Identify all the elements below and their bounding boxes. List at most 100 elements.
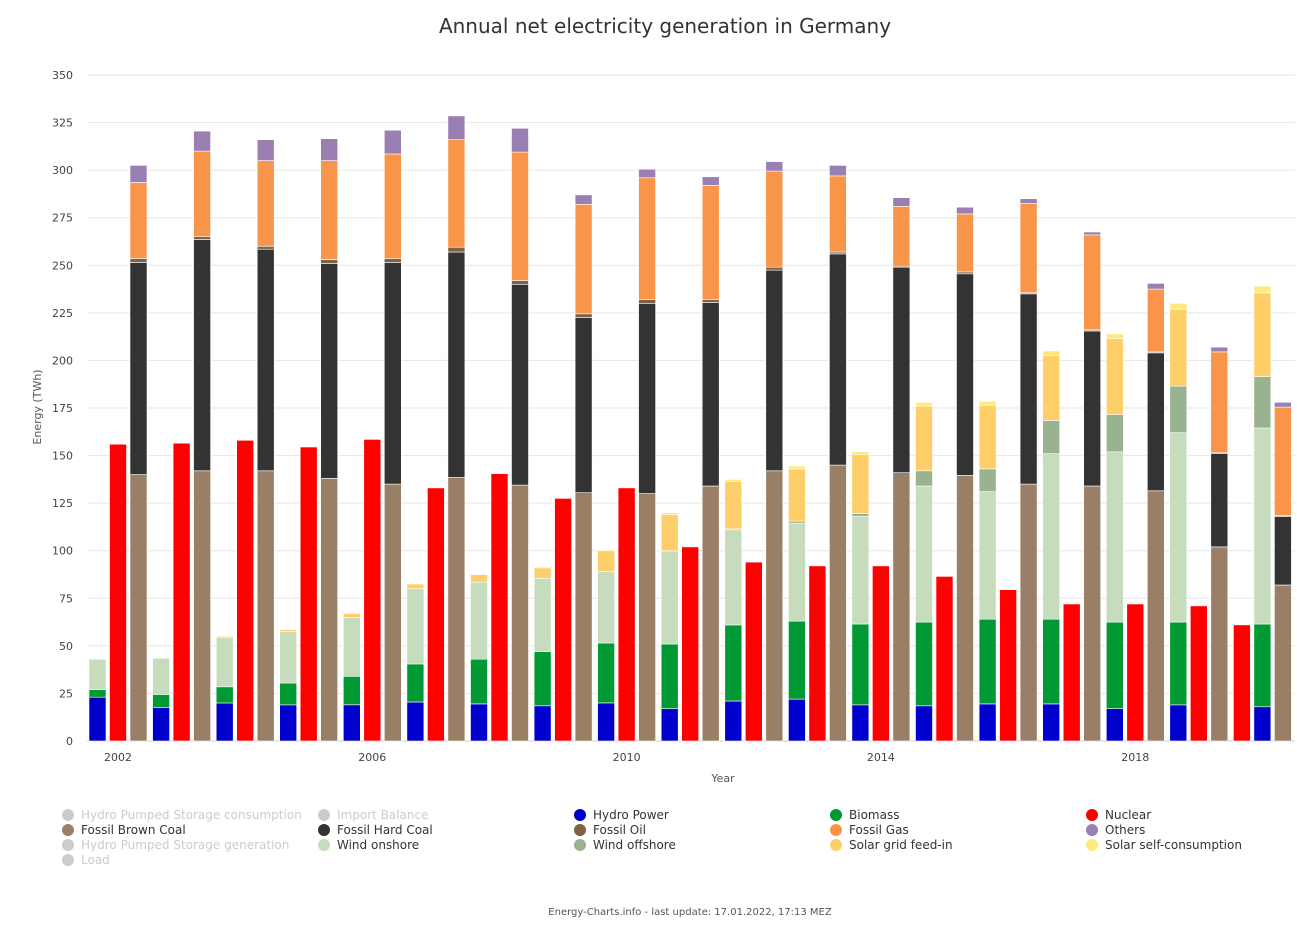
bar-nuclear[interactable]: [1127, 604, 1144, 741]
bar-others[interactable]: [130, 165, 147, 182]
bar-fossil-oil[interactable]: [512, 281, 529, 285]
bar-fossil-oil[interactable]: [702, 300, 719, 303]
bar-biomass[interactable]: [280, 683, 297, 705]
bar-fossil-gas[interactable]: [257, 161, 274, 247]
bar-fossil-gas[interactable]: [512, 152, 529, 280]
bar-solar-grid-feed-in[interactable]: [852, 455, 869, 514]
bar-biomass[interactable]: [1170, 622, 1187, 705]
bar-fossil-brown-coal[interactable]: [639, 494, 656, 741]
bar-nuclear[interactable]: [364, 439, 381, 741]
bar-nuclear[interactable]: [618, 488, 635, 741]
bar-layer[interactable]: [89, 116, 1291, 741]
bar-fossil-brown-coal[interactable]: [575, 493, 592, 741]
bar-fossil-gas[interactable]: [957, 214, 974, 272]
bar-nuclear[interactable]: [1000, 590, 1017, 741]
bar-fossil-oil[interactable]: [130, 259, 147, 263]
bar-biomass[interactable]: [471, 659, 488, 704]
bar-fossil-gas[interactable]: [1274, 407, 1291, 516]
bar-biomass[interactable]: [788, 621, 805, 699]
bar-nuclear[interactable]: [872, 566, 889, 741]
bar-hydro-power[interactable]: [407, 702, 424, 741]
legend-item-solar-grid-feed-in[interactable]: Solar grid feed-in: [830, 838, 953, 852]
bar-biomass[interactable]: [661, 644, 678, 709]
bar-others[interactable]: [1020, 199, 1037, 204]
bar-others[interactable]: [893, 198, 910, 207]
bar-hydro-power[interactable]: [852, 705, 869, 741]
bar-biomass[interactable]: [1254, 624, 1271, 707]
bar-solar-grid-feed-in[interactable]: [407, 584, 424, 589]
bar-others[interactable]: [1211, 347, 1228, 352]
bar-fossil-hard-coal[interactable]: [1274, 517, 1291, 586]
bar-hydro-power[interactable]: [280, 705, 297, 741]
bar-fossil-oil[interactable]: [639, 300, 656, 304]
bar-nuclear[interactable]: [300, 447, 317, 741]
legend-item-fossil-hard-coal[interactable]: Fossil Hard Coal: [318, 823, 433, 837]
bar-fossil-gas[interactable]: [1211, 352, 1228, 453]
bar-fossil-brown-coal[interactable]: [194, 471, 211, 741]
bar-wind-offshore[interactable]: [979, 469, 996, 492]
bar-fossil-hard-coal[interactable]: [130, 262, 147, 474]
legend-item-fossil-oil[interactable]: Fossil Oil: [574, 823, 646, 837]
bar-fossil-brown-coal[interactable]: [512, 485, 529, 741]
bar-wind-onshore[interactable]: [1170, 433, 1187, 622]
bar-solar-grid-feed-in[interactable]: [979, 405, 996, 469]
bar-solar-grid-feed-in[interactable]: [343, 614, 360, 618]
legend-item-load[interactable]: Load: [62, 853, 110, 867]
bar-hydro-power[interactable]: [153, 708, 170, 741]
bar-solar-self-consumption[interactable]: [979, 401, 996, 405]
bar-biomass[interactable]: [1106, 622, 1123, 709]
bar-wind-onshore[interactable]: [153, 658, 170, 694]
bar-solar-grid-feed-in[interactable]: [153, 658, 170, 659]
bar-nuclear[interactable]: [1190, 606, 1207, 741]
bar-hydro-power[interactable]: [1043, 704, 1060, 741]
bar-fossil-hard-coal[interactable]: [512, 284, 529, 485]
bar-wind-onshore[interactable]: [1043, 454, 1060, 620]
bar-fossil-hard-coal[interactable]: [702, 302, 719, 486]
bar-nuclear[interactable]: [745, 562, 762, 741]
bar-solar-grid-feed-in[interactable]: [661, 515, 678, 551]
bar-others[interactable]: [639, 169, 656, 178]
bar-fossil-brown-coal[interactable]: [829, 465, 846, 741]
bar-wind-onshore[interactable]: [788, 523, 805, 621]
bar-nuclear[interactable]: [173, 443, 190, 741]
bar-nuclear[interactable]: [682, 547, 699, 741]
bar-fossil-hard-coal[interactable]: [893, 267, 910, 473]
bar-solar-grid-feed-in[interactable]: [1106, 339, 1123, 415]
bar-solar-grid-feed-in[interactable]: [1043, 356, 1060, 421]
bar-fossil-gas[interactable]: [702, 185, 719, 299]
bar-others[interactable]: [512, 128, 529, 152]
bar-solar-grid-feed-in[interactable]: [598, 551, 615, 572]
bar-biomass[interactable]: [725, 625, 742, 701]
bar-fossil-hard-coal[interactable]: [829, 254, 846, 465]
bar-wind-offshore[interactable]: [916, 471, 933, 486]
bar-hydro-power[interactable]: [725, 701, 742, 741]
bar-wind-onshore[interactable]: [534, 578, 551, 651]
bar-fossil-hard-coal[interactable]: [1084, 331, 1101, 486]
bar-wind-offshore[interactable]: [852, 514, 869, 517]
bar-solar-self-consumption[interactable]: [1254, 286, 1271, 293]
bar-solar-self-consumption[interactable]: [1043, 351, 1060, 356]
bar-fossil-hard-coal[interactable]: [639, 303, 656, 493]
bar-wind-onshore[interactable]: [852, 517, 869, 625]
bar-fossil-brown-coal[interactable]: [1147, 491, 1164, 741]
bar-hydro-power[interactable]: [216, 703, 233, 741]
bar-fossil-gas[interactable]: [1147, 289, 1164, 352]
bar-fossil-gas[interactable]: [384, 154, 401, 259]
bar-fossil-gas[interactable]: [1084, 235, 1101, 330]
bar-fossil-hard-coal[interactable]: [321, 263, 338, 478]
legend-item-others[interactable]: Others: [1086, 823, 1145, 837]
bar-fossil-oil[interactable]: [257, 246, 274, 249]
bar-fossil-brown-coal[interactable]: [448, 478, 465, 742]
bar-fossil-brown-coal[interactable]: [1211, 547, 1228, 741]
bar-fossil-gas[interactable]: [575, 204, 592, 313]
bar-fossil-gas[interactable]: [194, 151, 211, 237]
bar-solar-self-consumption[interactable]: [1106, 334, 1123, 339]
bar-fossil-brown-coal[interactable]: [1274, 585, 1291, 741]
bar-nuclear[interactable]: [936, 576, 953, 741]
bar-wind-onshore[interactable]: [89, 659, 106, 689]
bar-biomass[interactable]: [216, 687, 233, 703]
bar-others[interactable]: [257, 140, 274, 161]
bar-biomass[interactable]: [343, 676, 360, 705]
bar-others[interactable]: [1274, 402, 1291, 407]
bar-fossil-hard-coal[interactable]: [1020, 294, 1037, 484]
